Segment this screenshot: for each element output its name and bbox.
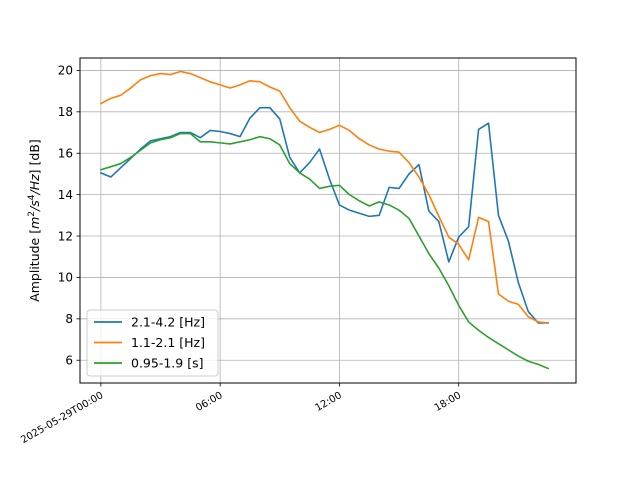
y-tick-label: 20 (58, 64, 73, 78)
legend-label-series-3: 0.95-1.9 [s] (131, 356, 203, 371)
legend: 2.1-4.2 [Hz] 1.1-2.1 [Hz] 0.95-1.9 [s] (86, 309, 219, 377)
legend-label-series-2: 1.1-2.1 [Hz] (131, 335, 205, 350)
axes-frame (79, 57, 577, 384)
y-axis-label-suffix: ] [dB] (27, 139, 42, 174)
y-tick-label: 12 (58, 229, 73, 243)
y-tick-label: 10 (58, 271, 73, 285)
grid (80, 58, 576, 383)
y-axis-label-slash1: / (27, 205, 42, 212)
y-axis-label-prefix: Amplitude [ (27, 229, 42, 302)
y-axis-label: Amplitude [m2/s4/Hz] [dB] (27, 139, 42, 302)
y-axis-label-s: s (27, 200, 42, 207)
y-axis-label-hz: Hz (27, 174, 42, 190)
y-axis-label-slash2: / (27, 189, 42, 196)
y-tick-label: 8 (65, 312, 73, 326)
y-tick-label: 18 (58, 105, 73, 119)
y-tick-label: 16 (58, 147, 73, 161)
y-axis-label-s-exp: 4 (27, 194, 37, 200)
series-line-3 (99, 132, 550, 370)
y-tick-label: 6 (65, 354, 73, 368)
series-line-2 (99, 70, 550, 324)
series-line-1 (99, 106, 549, 324)
legend-box (86, 309, 219, 377)
series-lines (99, 70, 550, 370)
y-axis-label-m: m (27, 217, 42, 229)
y-axis-label-m-exp: 2 (27, 211, 37, 217)
legend-label-series-1: 2.1-4.2 [Hz] (131, 315, 205, 330)
y-tick-label: 14 (58, 188, 73, 202)
